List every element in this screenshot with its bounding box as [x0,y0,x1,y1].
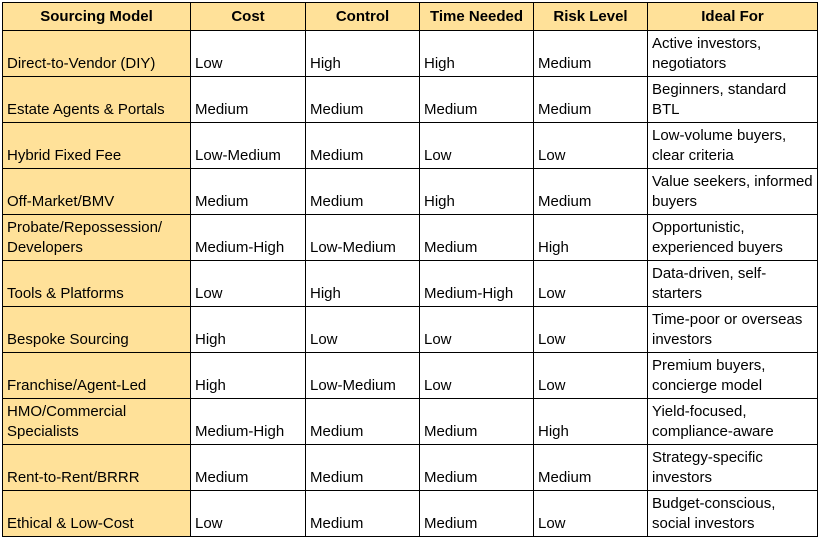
cell-sourcing-model: Direct-to-Vendor (DIY) [2,30,191,77]
cell-ideal-for: Opportunistic, experienced buyers [647,214,818,261]
header-cost: Cost [190,2,306,31]
cell-ideal-for: Yield-focused, compliance-aware [647,398,818,445]
table-row: Estate Agents & Portals Medium Medium Mediu… [2,76,818,123]
table-header: Sourcing Model Cost Control Time Needed … [2,2,818,31]
cell-ideal-for: Strategy-specific investors [647,444,818,491]
cell-time-needed: Medium [419,214,534,261]
table-row: Rent-to-Rent/BRRR Medium Medium Medium Mediu… [2,444,818,491]
cell-cost: Low [190,30,306,77]
cell-ideal-for: Active investors, negotiators [647,30,818,77]
header-time-needed: Time Needed [419,2,534,31]
cell-risk-level: Low [533,306,648,353]
cell-control: Medium [305,444,420,491]
cell-time-needed: Low [419,306,534,353]
cell-sourcing-model: Bespoke Sourcing [2,306,191,353]
cell-cost: Low-Medium [190,122,306,169]
cell-ideal-for: Budget-conscious, social investors [647,490,818,537]
table-row: Tools & Platforms Low High Medium-High Low Da… [2,260,818,307]
cell-time-needed: Low [419,122,534,169]
cell-time-needed: High [419,168,534,215]
header-ideal-for: Ideal For [647,2,818,31]
cell-risk-level: Low [533,352,648,399]
header-control: Control [305,2,420,31]
cell-risk-level: Medium [533,76,648,123]
header-row: Sourcing Model Cost Control Time Needed … [2,2,818,31]
cell-sourcing-model: Rent-to-Rent/BRRR [2,444,191,491]
cell-ideal-for: Beginners, standard BTL [647,76,818,123]
table-row: Hybrid Fixed Fee Low-Medium Medium Low Low Lo… [2,122,818,169]
cell-cost: Low [190,490,306,537]
cell-cost: Medium-High [190,398,306,445]
cell-control: Low-Medium [305,352,420,399]
cell-ideal-for: Value seekers, informed buyers [647,168,818,215]
table-row: Ethical & Low-Cost Low Medium Medium Low Budg… [2,490,818,537]
cell-risk-level: Low [533,260,648,307]
cell-time-needed: Medium [419,490,534,537]
cell-ideal-for: Low-volume buyers, clear criteria [647,122,818,169]
cell-control: Medium [305,122,420,169]
header-risk-level: Risk Level [533,2,648,31]
cell-ideal-for: Data-driven, self-starters [647,260,818,307]
table-row: Direct-to-Vendor (DIY) Low High High Medium A… [2,30,818,77]
cell-control: Medium [305,168,420,215]
cell-control: Medium [305,76,420,123]
cell-risk-level: Low [533,122,648,169]
cell-time-needed: Medium [419,398,534,445]
cell-cost: Medium [190,76,306,123]
cell-time-needed: Medium-High [419,260,534,307]
cell-risk-level: High [533,214,648,261]
cell-sourcing-model: Franchise/Agent-Led [2,352,191,399]
cell-control: Low-Medium [305,214,420,261]
cell-cost: Medium [190,444,306,491]
cell-sourcing-model: Off-Market/BMV [2,168,191,215]
cell-risk-level: High [533,398,648,445]
cell-time-needed: Medium [419,76,534,123]
table-body: Direct-to-Vendor (DIY) Low High High Medium A… [2,30,818,537]
cell-ideal-for: Premium buyers, concierge model [647,352,818,399]
cell-time-needed: Medium [419,444,534,491]
cell-risk-level: Medium [533,444,648,491]
cell-control: Medium [305,490,420,537]
cell-time-needed: Low [419,352,534,399]
cell-control: Medium [305,398,420,445]
cell-control: High [305,30,420,77]
cell-control: Low [305,306,420,353]
cell-risk-level: Medium [533,30,648,77]
cell-time-needed: High [419,30,534,77]
cell-cost: Medium [190,168,306,215]
cell-sourcing-model: Hybrid Fixed Fee [2,122,191,169]
cell-ideal-for: Time-poor or overseas investors [647,306,818,353]
table-row: Off-Market/BMV Medium Medium High Medium Valu… [2,168,818,215]
table-row: Probate/Repossession/ Developers Medium-H… [2,214,818,261]
cell-cost: Medium-High [190,214,306,261]
cell-cost: High [190,352,306,399]
cell-control: High [305,260,420,307]
cell-sourcing-model: Probate/Repossession/ Developers [2,214,191,261]
cell-cost: High [190,306,306,353]
table-row: Franchise/Agent-Led High Low-Medium Low Low P… [2,352,818,399]
cell-sourcing-model: HMO/Commercial Specialists [2,398,191,445]
cell-risk-level: Medium [533,168,648,215]
header-sourcing-model: Sourcing Model [2,2,191,31]
cell-cost: Low [190,260,306,307]
cell-sourcing-model: Ethical & Low-Cost [2,490,191,537]
cell-sourcing-model: Estate Agents & Portals [2,76,191,123]
cell-risk-level: Low [533,490,648,537]
table-row: HMO/Commercial Specialists Medium-High Med… [2,398,818,445]
table-row: Bespoke Sourcing High Low Low Low Time-poor o… [2,306,818,353]
cell-sourcing-model: Tools & Platforms [2,260,191,307]
